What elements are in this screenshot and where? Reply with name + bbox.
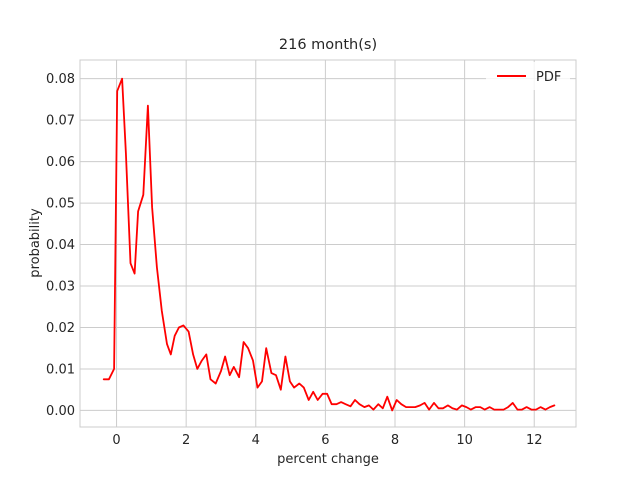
y-axis-label: probability <box>28 208 43 278</box>
x-tick-label: 2 <box>182 433 190 448</box>
plot-border <box>79 59 577 428</box>
x-tick-label: 0 <box>112 433 120 448</box>
legend: PDF <box>486 62 570 90</box>
y-tick-label: 0.00 <box>46 404 75 419</box>
y-tick-label: 0.02 <box>46 321 75 336</box>
series-layer <box>102 77 556 412</box>
y-tick-label: 0.06 <box>46 155 75 170</box>
x-tick-labels: 0 2 4 6 8 10 12 <box>112 433 542 448</box>
legend-label-pdf: PDF <box>536 70 561 85</box>
plot-frame <box>79 59 577 428</box>
x-tick-label: 10 <box>456 433 473 448</box>
plot-background <box>80 60 576 427</box>
x-tick-label: 6 <box>321 433 329 448</box>
x-axis-label: percent change <box>277 452 379 467</box>
y-tick-label: 0.03 <box>46 280 75 295</box>
y-tick-label: 0.05 <box>46 197 75 212</box>
grid-lines <box>80 60 576 427</box>
y-tick-label: 0.08 <box>46 72 75 87</box>
chart-title: 216 month(s) <box>279 37 377 53</box>
x-tick-label: 4 <box>252 433 260 448</box>
x-tick-label: 12 <box>526 433 543 448</box>
y-tick-label: 0.07 <box>46 114 75 129</box>
plot-area <box>80 60 576 427</box>
series-line-pdf <box>102 77 556 412</box>
y-tick-label: 0.01 <box>46 362 75 377</box>
y-tick-labels: 0.00 0.01 0.02 0.03 0.04 0.05 0.06 0.07 0.08 <box>46 72 75 419</box>
x-tick-label: 8 <box>391 433 399 448</box>
y-tick-label: 0.04 <box>46 238 75 253</box>
